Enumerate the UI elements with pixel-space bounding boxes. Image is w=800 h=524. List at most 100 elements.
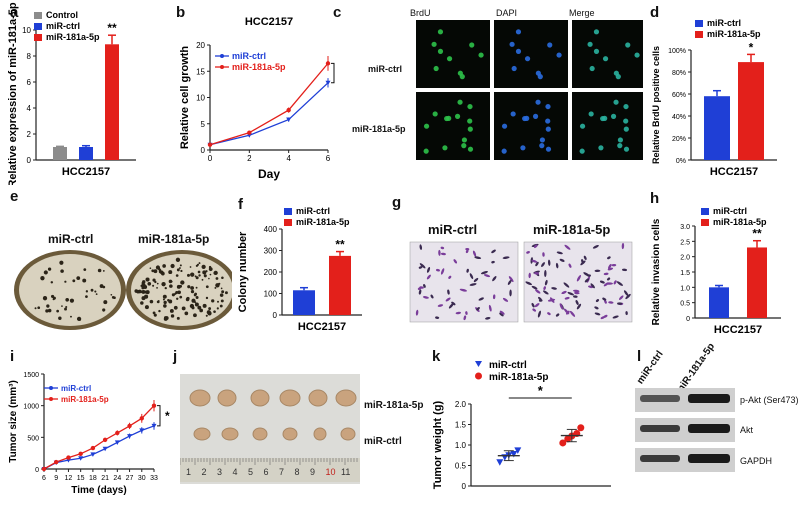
nucleus — [535, 70, 541, 76]
invading-cell — [608, 301, 614, 304]
colony — [83, 268, 87, 271]
invading-cell — [531, 285, 538, 290]
colony — [196, 263, 200, 266]
nucleus — [617, 137, 624, 143]
colony — [65, 305, 68, 309]
col-label-merge: Merge — [569, 8, 595, 18]
invading-cell — [564, 296, 570, 300]
invading-cell — [608, 263, 612, 269]
invading-cell — [465, 247, 470, 251]
invading-cell — [583, 255, 587, 261]
invading-cell — [447, 289, 450, 295]
invading-cell — [592, 244, 599, 249]
invading-cell — [573, 289, 580, 293]
colony — [176, 268, 180, 272]
colony — [144, 305, 149, 310]
invading-cell — [574, 291, 580, 295]
invading-cell — [508, 276, 514, 283]
y-tick-label: 8 — [27, 52, 32, 61]
bar-miR-ctrl — [79, 147, 93, 160]
invading-cell — [534, 272, 540, 275]
nucleus — [469, 42, 475, 48]
colony — [214, 286, 217, 289]
colony — [170, 314, 175, 318]
panel-label-e: e — [10, 188, 19, 205]
legend-label-miR-181a-5p: miR-181a-5p — [489, 372, 548, 383]
colony — [181, 306, 186, 311]
legend-label-miR-ctrl: miR-ctrl — [707, 18, 741, 28]
colony — [95, 293, 98, 296]
colony — [37, 306, 41, 310]
colony — [170, 280, 173, 283]
colony — [111, 296, 115, 299]
bar-miR-181a-5p — [105, 44, 119, 160]
invading-cell — [483, 274, 491, 278]
panel-label-f: f — [238, 196, 243, 213]
nucleus — [467, 118, 473, 124]
panel-label-i: i — [10, 348, 15, 365]
colony — [179, 264, 182, 267]
nucleus — [613, 99, 619, 105]
colony — [152, 278, 156, 282]
invading-cell — [463, 315, 467, 321]
y-axis-title: Tumor size (mm³) — [8, 380, 19, 463]
colony — [50, 294, 55, 298]
nucleus — [539, 143, 545, 149]
nucleus — [625, 42, 631, 48]
bar-miR-ctrl — [704, 96, 730, 160]
panel-label-k: k — [432, 348, 441, 365]
nucleus — [437, 48, 444, 54]
invading-cell — [509, 289, 512, 297]
invading-cell — [556, 251, 563, 255]
x-tick-label: 33 — [150, 475, 158, 482]
panel-label-c: c — [333, 4, 342, 21]
invading-cell — [525, 281, 532, 286]
colony — [59, 260, 64, 265]
nucleus — [524, 56, 531, 62]
invading-cell — [547, 259, 551, 266]
colony — [180, 269, 183, 273]
y-axis-title: Relative invasion cells — [651, 218, 662, 325]
colony — [168, 270, 173, 275]
legend-label-miR-ctrl: miR-ctrl — [61, 384, 91, 393]
nucleus — [467, 146, 474, 152]
invading-cell — [544, 279, 548, 286]
colony — [161, 281, 166, 287]
panel-label-a: a — [10, 4, 19, 21]
ruler-number: 6 — [264, 467, 269, 477]
colony — [215, 277, 219, 280]
tumor-row-label-mir-ctrl: miR-ctrl — [364, 436, 402, 447]
colony — [170, 263, 175, 269]
invading-cell — [595, 299, 600, 303]
colony — [191, 306, 195, 310]
colony — [180, 280, 185, 285]
blot-band — [688, 424, 730, 433]
colony — [110, 293, 113, 296]
nucleus — [598, 145, 604, 151]
tumor-mir-ctrl — [340, 427, 356, 441]
y-tick-label: 2.5 — [680, 239, 690, 246]
y-axis-title: Relative BrdU positive cells — [651, 46, 661, 164]
y-tick-label: 20 — [196, 41, 205, 50]
invasion-label-mir-181a-5p: miR-181a-5p — [533, 222, 611, 237]
y-tick-label: 15 — [196, 67, 205, 76]
legend-marker — [220, 54, 224, 58]
point-marker — [102, 437, 108, 443]
panel-c-micrographs: BrdU DAPI Merge miR-ctrl miR-181a-5p — [338, 0, 643, 190]
tumor-mir-181a-5p — [279, 389, 301, 407]
significance-bracket — [331, 62, 335, 84]
colony — [162, 264, 166, 268]
nucleus — [547, 42, 553, 48]
point-marker — [286, 117, 292, 123]
invading-cell — [415, 309, 419, 316]
y-tick-label: 400 — [264, 225, 278, 234]
colony — [217, 300, 220, 303]
significance-bracket — [157, 405, 161, 427]
bar-miR-181a-5p — [747, 247, 767, 318]
colony — [72, 279, 76, 283]
invading-cell — [559, 258, 565, 262]
colony — [76, 276, 81, 280]
point-marker — [54, 459, 59, 465]
chart-d-brdu-positive: 0% 20% 40% 60% 80% 100% Relative BrdU positive… — [651, 18, 777, 178]
colony — [195, 286, 198, 289]
